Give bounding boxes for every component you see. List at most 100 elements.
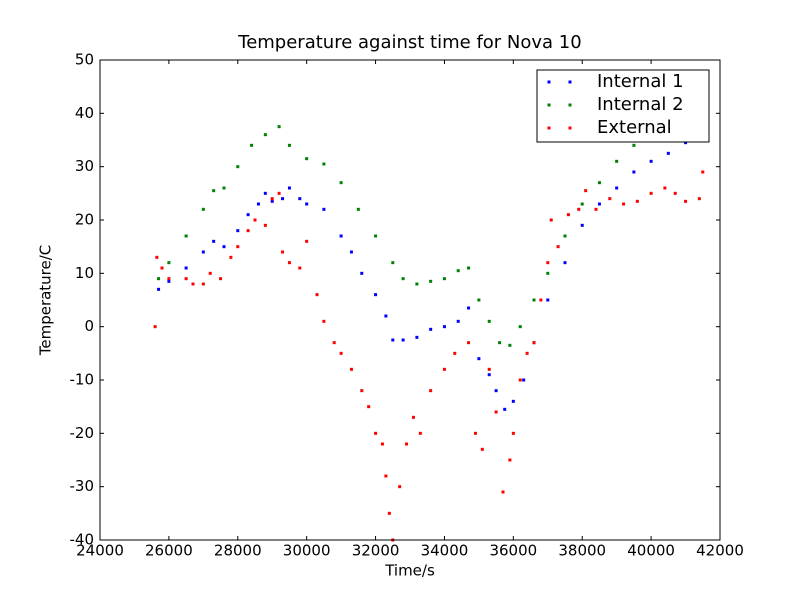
- point: [270, 199, 274, 203]
- point: [532, 341, 536, 345]
- point: [415, 335, 419, 339]
- point: [391, 261, 395, 265]
- point: [494, 389, 498, 393]
- point: [380, 442, 384, 446]
- point: [577, 207, 581, 211]
- point: [525, 351, 529, 355]
- legend-marker: [568, 80, 572, 84]
- point: [367, 405, 371, 409]
- point: [539, 298, 543, 302]
- point: [246, 229, 250, 233]
- point: [277, 125, 281, 129]
- point: [442, 277, 446, 281]
- point: [480, 447, 484, 451]
- point: [287, 186, 291, 190]
- point: [184, 266, 188, 270]
- point: [487, 319, 491, 323]
- point: [298, 197, 302, 201]
- point: [615, 186, 619, 190]
- point: [532, 298, 536, 302]
- point: [429, 327, 433, 331]
- point: [584, 189, 588, 193]
- point: [157, 277, 161, 281]
- point: [339, 181, 343, 185]
- point: [387, 511, 391, 515]
- point: [467, 306, 471, 310]
- point: [222, 245, 226, 249]
- x-tick-label: 38000: [558, 542, 606, 560]
- point: [467, 341, 471, 345]
- point: [549, 218, 553, 222]
- point: [594, 207, 598, 211]
- point: [563, 234, 567, 238]
- point: [374, 431, 378, 435]
- point: [167, 279, 171, 283]
- y-tick-label: 50: [75, 51, 94, 69]
- point: [360, 389, 364, 393]
- point: [503, 407, 507, 411]
- point: [398, 485, 402, 489]
- point: [546, 298, 550, 302]
- point: [580, 223, 584, 227]
- point: [597, 202, 601, 206]
- point: [212, 239, 216, 243]
- point: [518, 378, 522, 382]
- point: [697, 197, 701, 201]
- point: [298, 266, 302, 270]
- x-axis-label: Time/s: [384, 562, 435, 580]
- point: [580, 202, 584, 206]
- legend-marker: [568, 126, 572, 130]
- y-tick-label: 10: [75, 264, 94, 282]
- point: [208, 271, 212, 275]
- legend-label: Internal 2: [597, 94, 684, 115]
- point: [236, 245, 240, 249]
- point: [349, 367, 353, 371]
- point: [339, 351, 343, 355]
- point: [522, 378, 526, 382]
- legend-box: [536, 69, 710, 143]
- point: [442, 367, 446, 371]
- point: [322, 319, 326, 323]
- point: [263, 191, 267, 195]
- point: [684, 199, 688, 203]
- point: [401, 338, 405, 342]
- x-tick-label: 40000: [627, 542, 675, 560]
- point: [649, 191, 653, 195]
- point: [429, 279, 433, 283]
- point: [219, 277, 223, 281]
- point: [673, 191, 677, 195]
- point: [566, 213, 570, 217]
- x-tick-label: 30000: [283, 542, 331, 560]
- y-tick-label: 0: [84, 317, 94, 335]
- point: [305, 239, 309, 243]
- point: [263, 223, 267, 227]
- point: [201, 207, 205, 211]
- point: [356, 207, 360, 211]
- point: [615, 159, 619, 163]
- point: [184, 234, 188, 238]
- point: [405, 442, 409, 446]
- point: [401, 277, 405, 281]
- x-tick-label: 26000: [145, 542, 193, 560]
- point: [222, 186, 226, 190]
- point: [597, 181, 601, 185]
- point: [281, 197, 285, 201]
- point: [339, 234, 343, 238]
- point: [498, 341, 502, 345]
- point: [305, 202, 309, 206]
- point: [418, 431, 422, 435]
- point: [384, 314, 388, 318]
- point: [229, 255, 233, 259]
- point: [349, 250, 353, 254]
- point: [212, 189, 216, 193]
- point: [153, 325, 157, 329]
- y-tick-label: 20: [75, 211, 94, 229]
- y-tick-label: -10: [70, 371, 95, 389]
- point: [467, 266, 471, 270]
- point: [236, 165, 240, 169]
- point: [360, 271, 364, 275]
- point: [632, 170, 636, 174]
- x-tick-label: 42000: [696, 542, 744, 560]
- point: [167, 261, 171, 265]
- point: [501, 490, 505, 494]
